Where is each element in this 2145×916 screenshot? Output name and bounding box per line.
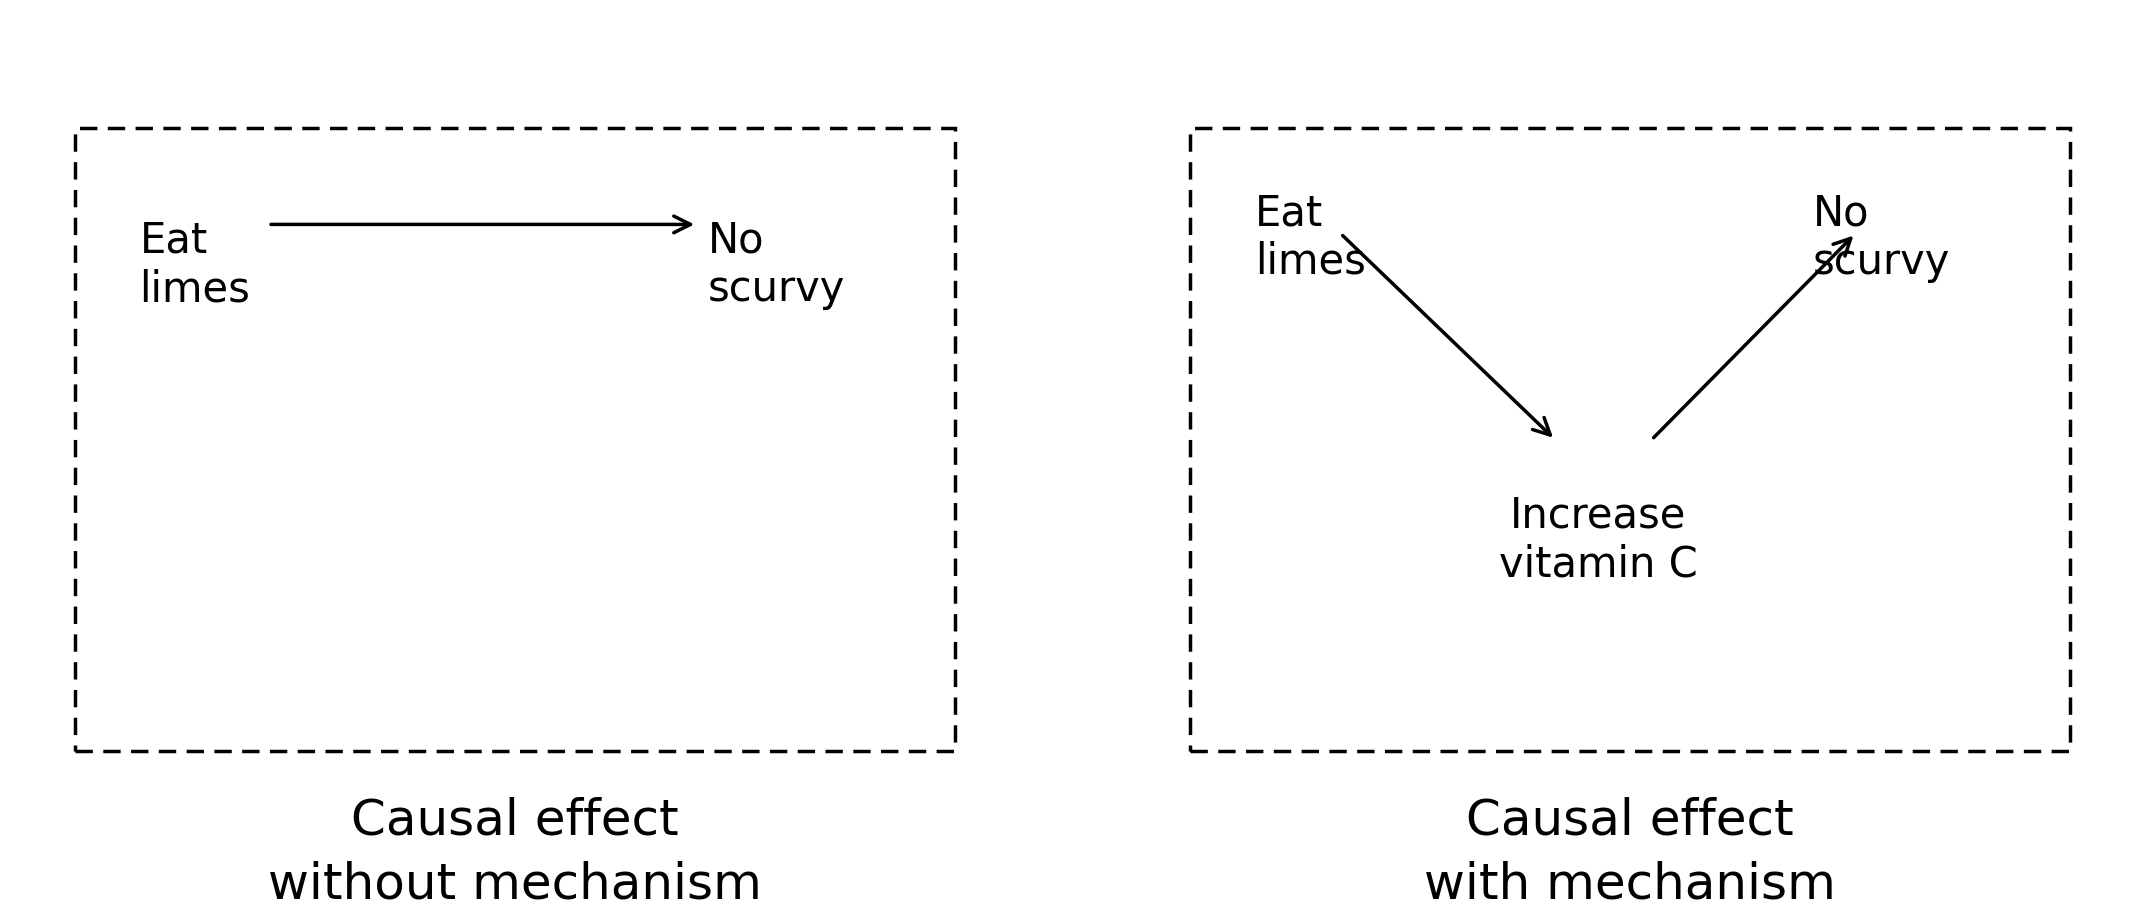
Text: Increase
vitamin C: Increase vitamin C (1499, 495, 1697, 585)
Text: Eat
limes: Eat limes (139, 220, 251, 311)
Text: Eat
limes: Eat limes (1255, 192, 1366, 283)
Text: No
scurvy: No scurvy (1813, 192, 1950, 283)
Text: Causal effect
without mechanism: Causal effect without mechanism (268, 797, 761, 908)
Text: No
scurvy: No scurvy (708, 220, 845, 311)
Text: Causal effect
with mechanism: Causal effect with mechanism (1424, 797, 1836, 908)
